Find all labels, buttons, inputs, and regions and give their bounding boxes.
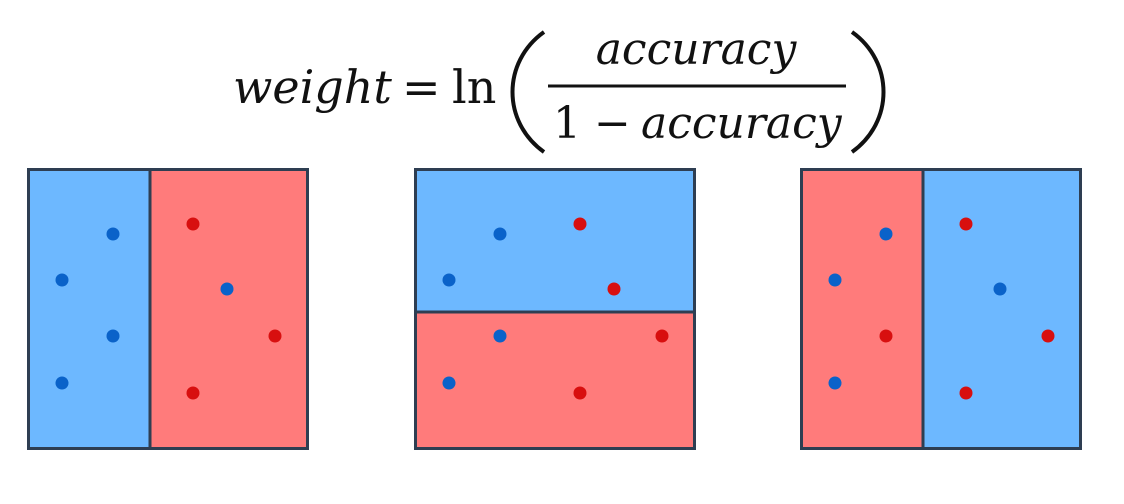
- formula-denominator-one: 1: [553, 98, 581, 149]
- red-point: [186, 386, 200, 400]
- right-parenthesis: [850, 30, 886, 154]
- formula-equals: =: [402, 60, 441, 114]
- blue-point: [879, 227, 893, 241]
- red-region: [150, 168, 309, 450]
- blue-point: [993, 282, 1007, 296]
- blue-point: [106, 227, 120, 241]
- red-point: [573, 386, 587, 400]
- split-panel-horizontal-blue-top: [414, 168, 696, 450]
- weight-formula: weight = ln accuracy 1 − accuracy: [233, 24, 886, 154]
- panel-border: [800, 168, 1082, 450]
- formula-denominator-term: accuracy: [641, 98, 843, 149]
- blue-point: [55, 376, 69, 390]
- blue-point: [828, 376, 842, 390]
- red-point: [959, 217, 973, 231]
- formula-ln: ln: [452, 60, 496, 114]
- red-point: [573, 217, 587, 231]
- red-point: [959, 386, 973, 400]
- formula-numerator: accuracy: [596, 24, 798, 75]
- blue-point: [55, 273, 69, 287]
- red-point: [1041, 329, 1055, 343]
- blue-point: [106, 329, 120, 343]
- formula-minus: −: [594, 98, 631, 149]
- blue-region: [414, 168, 696, 312]
- red-point: [655, 329, 669, 343]
- split-panel-vertical-red-left: [800, 168, 1082, 450]
- blue-point: [493, 227, 507, 241]
- left-parenthesis: [510, 30, 546, 154]
- red-point: [607, 282, 621, 296]
- blue-point: [828, 273, 842, 287]
- blue-point: [442, 273, 456, 287]
- red-point: [268, 329, 282, 343]
- blue-region: [923, 168, 1082, 450]
- red-point: [879, 329, 893, 343]
- blue-region: [27, 168, 150, 450]
- blue-point: [220, 282, 234, 296]
- red-region: [800, 168, 923, 450]
- formula-lhs: weight: [233, 60, 392, 114]
- split-panel-vertical-blue-left: [27, 168, 309, 450]
- blue-point: [493, 329, 507, 343]
- blue-point: [442, 376, 456, 390]
- panel-border: [414, 168, 696, 450]
- red-point: [186, 217, 200, 231]
- panel-border: [27, 168, 309, 450]
- red-region: [414, 312, 696, 450]
